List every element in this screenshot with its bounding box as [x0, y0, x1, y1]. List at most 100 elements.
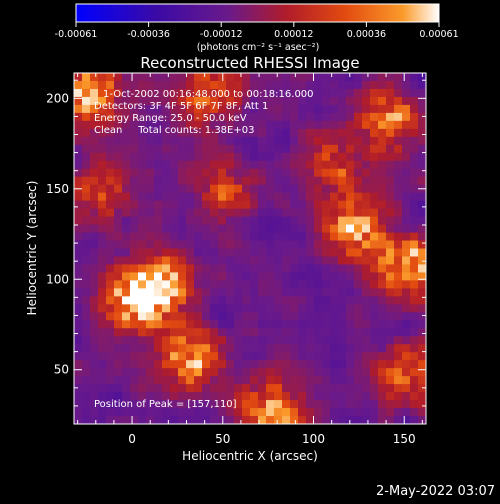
heatmap-cell — [298, 192, 307, 202]
heatmap-cell — [250, 192, 259, 202]
heatmap-cell — [146, 80, 155, 90]
heatmap-cell — [274, 168, 283, 178]
y-tick-label: 150 — [46, 182, 69, 196]
heatmap-cell — [74, 264, 83, 273]
heatmap-cell — [226, 96, 235, 106]
heatmap-cell — [154, 376, 163, 385]
heatmap-cell — [154, 416, 163, 425]
heatmap-cell — [386, 392, 395, 401]
heatmap-cell — [162, 344, 171, 353]
heatmap-cell — [154, 176, 163, 186]
heatmap-cell — [130, 120, 139, 130]
heatmap-cell — [362, 344, 371, 353]
heatmap-cell — [346, 200, 355, 210]
heatmap-cell — [74, 232, 83, 241]
heatmap-cell — [386, 352, 395, 361]
heatmap-cell — [338, 208, 347, 217]
heatmap-cell — [82, 392, 91, 401]
heatmap-cell — [82, 408, 91, 417]
heatmap-cell — [306, 344, 315, 353]
heatmap-cell — [378, 280, 387, 289]
heatmap-cell — [194, 280, 203, 289]
heatmap-cell — [114, 120, 123, 130]
heatmap-cell — [202, 232, 211, 241]
heatmap-cell — [306, 416, 315, 425]
heatmap-cell — [298, 232, 307, 241]
heatmap-cell — [258, 232, 267, 241]
heatmap-cell — [162, 352, 171, 361]
heatmap-cell — [322, 344, 331, 353]
heatmap-cell — [386, 112, 395, 122]
heatmap-cell — [218, 296, 227, 305]
heatmap-cell — [74, 136, 83, 146]
heatmap-cell — [106, 416, 115, 425]
heatmap-cell — [370, 160, 379, 170]
heatmap-cell — [282, 360, 291, 369]
heatmap-cell — [354, 104, 363, 114]
heatmap-cell — [378, 360, 387, 369]
heatmap-cell — [306, 160, 315, 170]
heatmap-cell — [370, 168, 379, 178]
heatmap-cell — [258, 80, 267, 90]
heatmap-cell — [186, 336, 195, 345]
heatmap-cell — [418, 104, 427, 114]
heatmap-cell — [258, 368, 267, 377]
heatmap-cell — [346, 104, 355, 114]
heatmap-cell — [274, 288, 283, 297]
heatmap-cell — [162, 136, 171, 146]
heatmap-cell — [106, 288, 115, 297]
heatmap-cell — [218, 96, 227, 106]
heatmap-cell — [194, 73, 203, 82]
heatmap-cell — [186, 320, 195, 329]
heatmap-cell — [258, 352, 267, 361]
heatmap-cell — [178, 80, 187, 90]
heatmap-cell — [290, 200, 299, 210]
heatmap-cell — [258, 344, 267, 353]
heatmap-cell — [82, 360, 91, 369]
heatmap-cell — [250, 248, 259, 257]
heatmap-cell — [354, 73, 363, 82]
heatmap-cell — [282, 144, 291, 154]
heatmap-cell — [258, 160, 267, 170]
heatmap-cell — [74, 240, 83, 249]
heatmap-cell — [298, 280, 307, 289]
heatmap-cell — [338, 216, 347, 225]
heatmap-cell — [138, 400, 147, 409]
heatmap-cell — [394, 352, 403, 361]
heatmap-cell — [106, 200, 115, 210]
heatmap-cell — [98, 384, 107, 393]
heatmap-cell — [122, 240, 131, 249]
heatmap-cell — [226, 184, 235, 194]
heatmap-cell — [210, 128, 219, 138]
heatmap-cell — [226, 360, 235, 369]
heatmap-cell — [402, 336, 411, 345]
heatmap-cell — [346, 400, 355, 409]
heatmap-cell — [322, 80, 331, 90]
heatmap-cell — [130, 256, 139, 265]
heatmap-cell — [178, 160, 187, 170]
heatmap-cell — [394, 376, 403, 385]
heatmap-cell — [218, 368, 227, 377]
heatmap-cell — [322, 104, 331, 114]
heatmap-cell — [130, 336, 139, 345]
heatmap-cell — [98, 280, 107, 289]
heatmap-cell — [266, 88, 275, 98]
heatmap-cell — [202, 240, 211, 249]
heatmap-cell — [138, 80, 147, 90]
heatmap-cell — [370, 392, 379, 401]
heatmap-cell — [378, 96, 387, 106]
heatmap-cell — [234, 184, 243, 194]
heatmap-cell — [202, 160, 211, 170]
heatmap-cell — [258, 136, 267, 146]
heatmap-cell — [138, 368, 147, 377]
heatmap-cell — [178, 280, 187, 289]
heatmap-cell — [306, 288, 315, 297]
heatmap-cell — [98, 144, 107, 154]
heatmap-cell — [242, 320, 251, 329]
heatmap-cell — [282, 304, 291, 313]
heatmap-cell — [202, 280, 211, 289]
heatmap-cell — [282, 280, 291, 289]
heatmap-cell — [234, 120, 243, 130]
heatmap-cell — [386, 272, 395, 281]
heatmap-cell — [354, 376, 363, 385]
